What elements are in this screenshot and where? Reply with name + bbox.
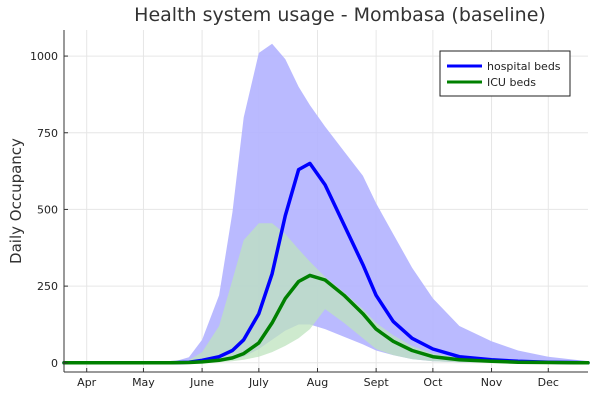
x-tick-label: Oct <box>423 376 443 389</box>
x-tick-labels: Apr May June July Aug Sept Oct Nov Dec <box>77 376 559 389</box>
y-tick-label: 250 <box>37 280 58 293</box>
y-axis-label: Daily Occupancy <box>7 138 25 264</box>
y-tick-label: 0 <box>51 357 58 370</box>
x-tick-label: Dec <box>538 376 559 389</box>
legend-label-icu-beds: ICU beds <box>487 76 536 89</box>
x-tick-label: July <box>248 376 269 389</box>
x-tick-label: June <box>189 376 214 389</box>
y-tick-label: 1000 <box>30 50 58 63</box>
x-tick-label: Nov <box>481 376 503 389</box>
axes <box>63 30 588 373</box>
chart-title: Health system usage - Mombasa (baseline) <box>134 4 546 26</box>
y-tick-label: 750 <box>37 127 58 140</box>
x-tick-label: May <box>132 376 155 389</box>
legend-box <box>439 50 571 97</box>
y-tick-labels: 0 250 500 750 1000 <box>30 50 58 370</box>
legend: hospital beds ICU beds <box>439 50 571 97</box>
band-icu-beds <box>64 223 588 363</box>
band-hospital-beds <box>64 43 588 363</box>
confidence-bands <box>64 43 588 363</box>
x-tick-label: Aug <box>307 376 328 389</box>
y-tick-label: 500 <box>37 203 58 216</box>
series-lines <box>62 161 590 365</box>
line-icu-beds <box>62 273 590 365</box>
x-tick-label: Sept <box>364 376 390 389</box>
x-tick-label: Apr <box>77 376 97 389</box>
legend-label-hospital-beds: hospital beds <box>487 60 561 73</box>
